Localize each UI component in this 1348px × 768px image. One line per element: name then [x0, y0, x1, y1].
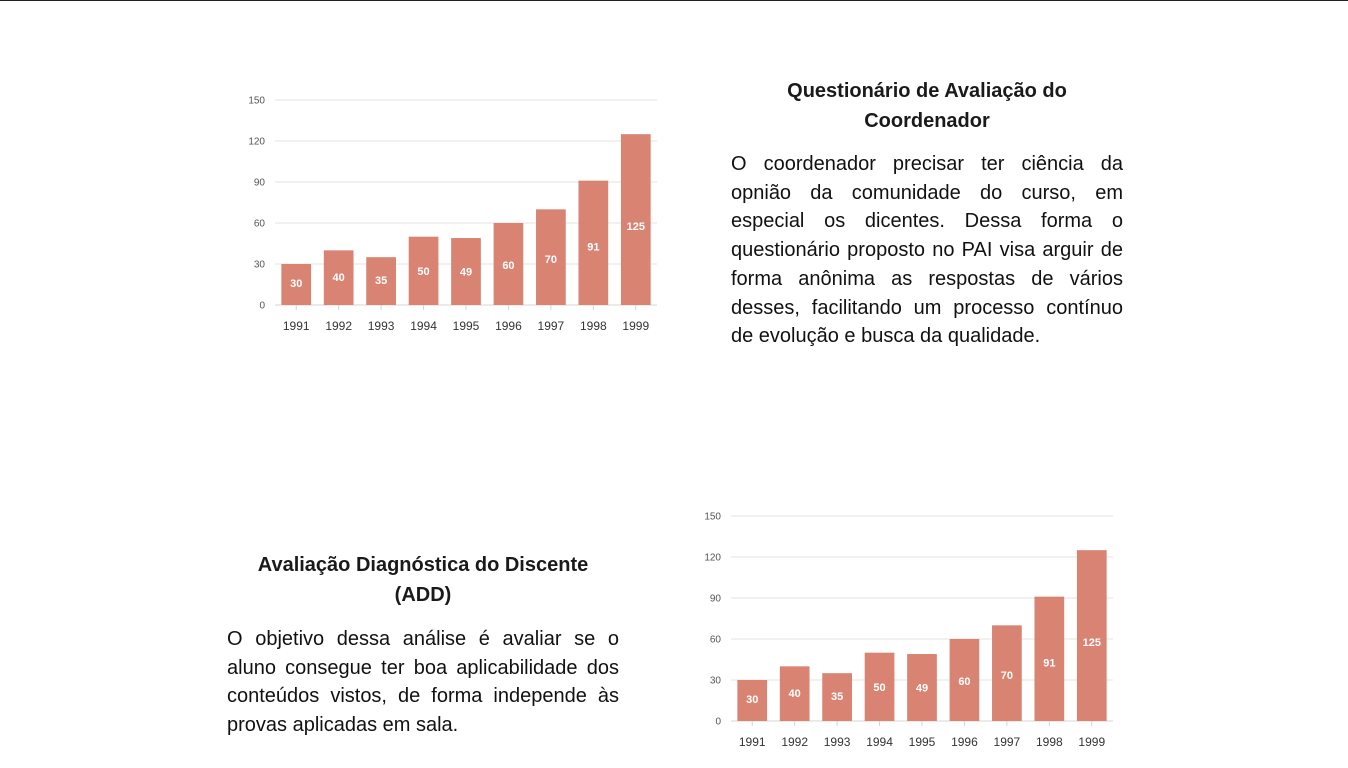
data-label: 125	[627, 221, 645, 233]
data-label: 40	[789, 688, 801, 700]
x-tick-label: 1995	[453, 319, 480, 333]
data-label: 49	[916, 683, 928, 695]
bar-1996	[949, 639, 980, 721]
data-label: 30	[290, 278, 302, 290]
x-tick-label: 1991	[283, 319, 310, 333]
bar-1997	[992, 625, 1022, 721]
section-coordenador: Questionário de Avaliação do Coordenador…	[731, 76, 1123, 351]
x-tick-label: 1996	[495, 319, 522, 333]
x-tick-label: 1991	[739, 735, 766, 749]
x-tick-label: 1994	[866, 735, 893, 749]
y-tick-label: 60	[254, 219, 266, 230]
bar-1994	[408, 236, 439, 305]
bar-chart-add: 0 30 60 90 120 150 30 1991 40 1992 35 1993 50 1994 49 1…	[696, 506, 1126, 756]
y-tick-label: 120	[704, 553, 721, 564]
bar-1995	[451, 238, 481, 305]
y-tick-label: 120	[248, 137, 265, 148]
section-title-coordenador: Questionário de Avaliação do Coordenador	[787, 80, 1067, 132]
y-tick-label: 90	[254, 178, 266, 189]
data-label: 70	[545, 254, 557, 266]
x-tick-label: 1999	[1078, 735, 1105, 749]
y-tick-label: 150	[248, 96, 265, 107]
section-title-add: Avaliação Diagnóstica do Discente (ADD)	[257, 554, 589, 606]
x-tick-label: 1996	[951, 735, 978, 749]
bar-chart-coordenador: 0 30 60 90 120 150 30 1991 40 1992 35 1993 50 1994 49 1…	[240, 90, 670, 340]
x-tick-label: 1992	[325, 319, 352, 333]
bar-1996	[493, 223, 524, 305]
bar-1991	[737, 680, 768, 721]
y-tick-label: 30	[254, 260, 266, 271]
top-border-line	[0, 0, 1348, 1]
bar-1993	[822, 673, 852, 721]
y-tick-label: 30	[710, 676, 722, 687]
data-label: 49	[460, 267, 472, 279]
data-label: 50	[873, 682, 885, 694]
data-label: 40	[333, 272, 345, 284]
data-label: 91	[587, 241, 599, 253]
data-label: 35	[831, 691, 843, 703]
section-body-add: O objetivo dessa análise é avaliar se o …	[227, 628, 619, 737]
data-label: 60	[502, 260, 514, 272]
data-label: 50	[417, 266, 429, 278]
section-body-coordenador: O coordenador precisar ter ciência da op…	[731, 153, 1123, 348]
bar-1992	[323, 250, 354, 305]
x-tick-label: 1993	[368, 319, 395, 333]
bar-1998	[1034, 596, 1065, 721]
data-label: 70	[1001, 670, 1013, 682]
data-label: 125	[1083, 637, 1101, 649]
bar-1999	[1076, 550, 1107, 721]
y-tick-label: 0	[715, 717, 721, 728]
bar-1995	[907, 654, 937, 721]
bar-1999	[620, 134, 651, 305]
bar-1997	[536, 209, 566, 305]
data-label: 91	[1043, 657, 1055, 669]
bar-1994	[864, 652, 895, 721]
data-label: 30	[746, 694, 758, 706]
bar-1998	[578, 180, 609, 305]
data-label: 60	[958, 676, 970, 688]
x-tick-label: 1997	[538, 319, 565, 333]
x-tick-label: 1998	[580, 319, 607, 333]
y-tick-label: 150	[704, 512, 721, 523]
y-tick-label: 0	[259, 301, 265, 312]
y-tick-label: 90	[710, 594, 722, 605]
bar-1993	[366, 257, 396, 305]
x-tick-label: 1997	[994, 735, 1021, 749]
x-tick-label: 1995	[909, 735, 936, 749]
x-tick-label: 1992	[781, 735, 808, 749]
data-label: 35	[375, 275, 387, 287]
y-tick-label: 60	[710, 635, 722, 646]
x-tick-label: 1994	[410, 319, 437, 333]
x-tick-label: 1993	[824, 735, 851, 749]
x-tick-label: 1999	[622, 319, 649, 333]
section-add: Avaliação Diagnóstica do Discente (ADD) …	[227, 550, 619, 740]
bar-1991	[281, 264, 312, 305]
x-tick-label: 1998	[1036, 735, 1063, 749]
bar-1992	[779, 666, 810, 721]
